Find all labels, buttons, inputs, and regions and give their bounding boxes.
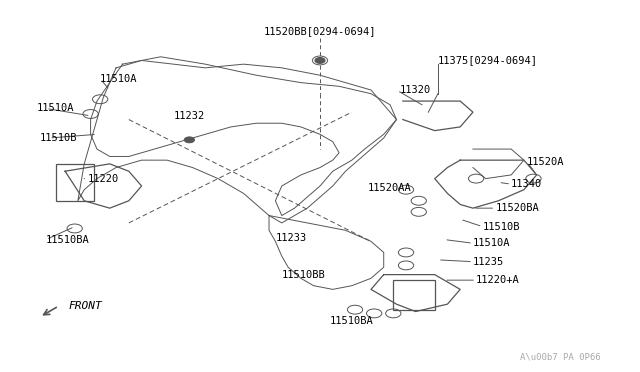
Text: 11510A: 11510A (100, 74, 138, 84)
Text: 11375[0294-0694]: 11375[0294-0694] (438, 55, 538, 65)
Text: 11510B: 11510B (40, 133, 77, 143)
Text: 11510BA: 11510BA (330, 316, 373, 326)
Text: 11510A: 11510A (473, 238, 511, 248)
Text: 11220+A: 11220+A (476, 275, 520, 285)
Text: 11510BB: 11510BB (282, 270, 326, 280)
Text: 11510BA: 11510BA (46, 234, 90, 244)
Text: 11510B: 11510B (483, 222, 520, 232)
Text: 11232: 11232 (173, 111, 205, 121)
Text: 11520A: 11520A (527, 157, 564, 167)
Text: 11520BB[0294-0694]: 11520BB[0294-0694] (264, 26, 376, 36)
Text: 11320: 11320 (399, 85, 431, 95)
Text: 11220: 11220 (88, 174, 118, 184)
Circle shape (184, 137, 195, 143)
Text: 11520BA: 11520BA (495, 203, 539, 213)
Text: 11235: 11235 (473, 257, 504, 267)
Circle shape (315, 58, 325, 63)
Text: 11520AA: 11520AA (368, 183, 412, 193)
Text: 11510A: 11510A (36, 103, 74, 113)
Text: A\u00b7 PA 0P66: A\u00b7 PA 0P66 (520, 352, 600, 361)
Text: 11233: 11233 (275, 233, 307, 243)
Text: 11340: 11340 (511, 179, 543, 189)
Text: FRONT: FRONT (68, 301, 102, 311)
